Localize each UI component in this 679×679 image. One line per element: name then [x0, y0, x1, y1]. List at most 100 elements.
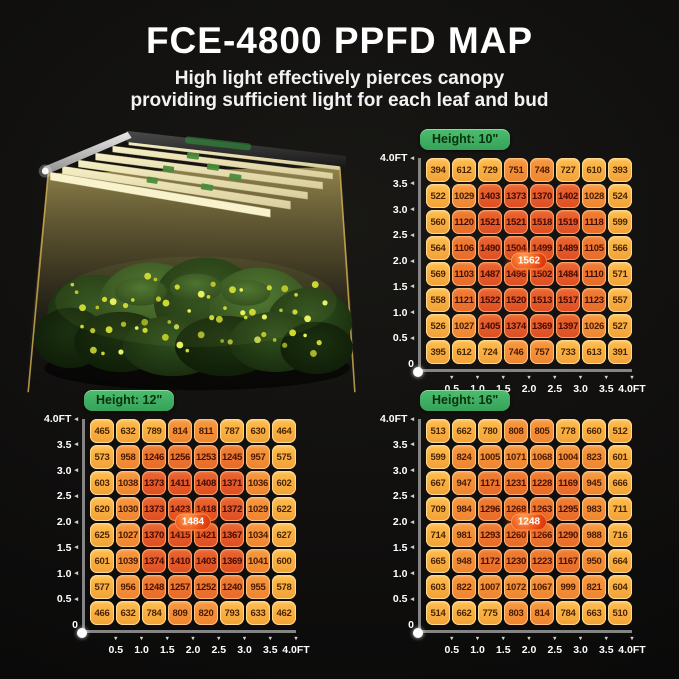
y-axis-label: 3.5 ◂: [56, 438, 78, 451]
ppfd-cell: 955: [246, 575, 270, 599]
x-axis-label: ▾ 2.5: [211, 636, 227, 656]
ppfd-chart-height-16: Height: 16" 4.0FT ◂ 3.5 ◂ 3.0 ◂ 2.5 ◂ 2.0 ◂ 1.5 ◂ 1.…: [372, 390, 677, 659]
ppfd-cell: 1121: [452, 288, 476, 312]
x-axis-label: ▾ 1.5: [495, 375, 511, 395]
subtitle-line2: providing sufficient light for each leaf…: [130, 90, 549, 112]
ppfd-cell: 1036: [246, 471, 270, 495]
ppfd-cell: 984: [452, 497, 476, 521]
ppfd-cell: 560: [426, 210, 450, 234]
ppfd-cell: 820: [194, 601, 218, 625]
ppfd-cell: 632: [116, 601, 140, 625]
y-axis-label: 2.0 ◂: [56, 516, 78, 528]
x-axis-label: ▾ 4.0FT: [618, 375, 646, 395]
ppfd-cell: 784: [556, 601, 580, 625]
ppfd-cell: 569: [426, 262, 450, 286]
ppfd-cell: 566: [608, 236, 632, 260]
y-axis-label: 4.0FT ◂: [380, 152, 414, 164]
ppfd-cell: 709: [426, 497, 450, 521]
y-axis-label: 0.5 ◂: [392, 332, 414, 345]
ppfd-cell: 1410: [168, 549, 192, 573]
ppfd-cell: 391: [608, 340, 632, 364]
ppfd-cell: 601: [608, 445, 632, 469]
axis-origin-dot: [413, 628, 423, 638]
ppfd-cell: 1034: [246, 523, 270, 547]
ppfd-cell: 784: [142, 601, 166, 625]
ppfd-cell: 577: [90, 575, 114, 599]
ppfd-cell: 947: [452, 471, 476, 495]
y-axis: 4.0FT ◂ 3.5 ◂ 3.0 ◂ 2.5 ◂ 2.0 ◂ 1.5 ◂ 1.0 ◂ 0.5 ◂ 0: [36, 413, 82, 631]
ppfd-cell: 612: [452, 340, 476, 364]
ppfd-cell: 1521: [478, 210, 502, 234]
y-axis-label: 0: [408, 619, 414, 631]
ppfd-cell: 514: [426, 601, 450, 625]
y-axis-label: 1.0 ◂: [392, 306, 414, 319]
ppfd-cell: 630: [246, 419, 270, 443]
ppfd-cell: 564: [426, 236, 450, 260]
ppfd-cell: 1367: [220, 523, 244, 547]
y-axis-label: 0.5 ◂: [56, 593, 78, 606]
ppfd-cell: 805: [530, 419, 554, 443]
ppfd-cell: 627: [272, 523, 296, 547]
y-axis-label: 1.5 ◂: [392, 541, 414, 554]
ppfd-cell: 787: [220, 419, 244, 443]
ppfd-cell: 1373: [504, 184, 528, 208]
ppfd-cell: 1372: [220, 497, 244, 521]
ppfd-cell: 1403: [194, 549, 218, 573]
x-axis-label: ▾ 2.5: [547, 636, 563, 656]
peak-value-badge: 1562: [510, 252, 548, 270]
heatmap-grid: 465 632 789 814 811 787 630 464 573 958 1246 1256 12…: [77, 419, 296, 638]
ppfd-cell: 571: [608, 262, 632, 286]
y-axis-label: 0: [408, 358, 414, 370]
ppfd-cell: 558: [426, 288, 450, 312]
ppfd-cell: 1403: [478, 184, 502, 208]
ppfd-cell: 666: [608, 471, 632, 495]
y-axis-label: 2.5 ◂: [56, 490, 78, 503]
y-axis-label: 3.0 ◂: [56, 464, 78, 477]
ppfd-cell: 662: [452, 419, 476, 443]
ppfd-cell: 1518: [530, 210, 554, 234]
ppfd-chart-height-12: Height: 12" 4.0FT ◂ 3.5 ◂ 3.0 ◂ 2.5 ◂ 2.0 ◂ 1.5 ◂ 1.…: [36, 390, 341, 659]
ppfd-cell: 733: [556, 340, 580, 364]
ppfd-cell: 1041: [246, 549, 270, 573]
y-axis: 4.0FT ◂ 3.5 ◂ 3.0 ◂ 2.5 ◂ 2.0 ◂ 1.5 ◂ 1.0 ◂ 0.5 ◂ 0: [372, 413, 418, 631]
plot-area: 4.0FT ◂ 3.5 ◂ 3.0 ◂ 2.5 ◂ 2.0 ◂ 1.5 ◂ 1.0 ◂ 0.5 ◂ 0 394 6…: [372, 152, 677, 377]
ppfd-cell: 599: [426, 445, 450, 469]
x-axis-label: ▾ 4.0FT: [282, 636, 310, 656]
ppfd-cell: 1120: [452, 210, 476, 234]
ppfd-cell: 524: [608, 184, 632, 208]
ppfd-cell: 662: [452, 601, 476, 625]
ppfd-cell: 1522: [478, 288, 502, 312]
ppfd-cell: 778: [556, 419, 580, 443]
ppfd-cell: 557: [608, 288, 632, 312]
ppfd-cell: 610: [582, 158, 606, 182]
ppfd-cell: 950: [582, 549, 606, 573]
y-axis-label: 2.0 ◂: [392, 255, 414, 267]
ppfd-cell: 512: [608, 419, 632, 443]
x-axis-label: ▾ 3.0: [573, 375, 588, 395]
ppfd-cell: 394: [426, 158, 450, 182]
x-axis-label: ▾ 3.5: [598, 375, 614, 395]
ppfd-cell: 1257: [168, 575, 192, 599]
ppfd-cell: 604: [608, 575, 632, 599]
ppfd-cell: 625: [90, 523, 114, 547]
y-axis-label: 0.5 ◂: [392, 593, 414, 606]
x-axis-label: ▾ 3.5: [262, 636, 278, 656]
ppfd-cell: 1105: [582, 236, 606, 260]
ppfd-cell: 757: [530, 340, 554, 364]
ppfd-cell: 667: [426, 471, 450, 495]
ppfd-cell: 1489: [556, 236, 580, 260]
ppfd-cell: 1027: [452, 314, 476, 338]
ppfd-cell: 824: [452, 445, 476, 469]
heatmap-grid: 513 662 780 808 805 778 660 512 599 824 1005 1071 10…: [413, 419, 632, 638]
ppfd-cell: 716: [608, 523, 632, 547]
ppfd-cell: 775: [478, 601, 502, 625]
plot-area: 4.0FT ◂ 3.5 ◂ 3.0 ◂ 2.5 ◂ 2.0 ◂ 1.5 ◂ 1.0 ◂ 0.5 ◂ 0 513 6…: [372, 413, 677, 638]
yellow-buds: [70, 272, 328, 357]
peak-value-badge: 1248: [510, 513, 548, 531]
y-axis-label: 2.5 ◂: [392, 490, 414, 503]
ppfd-cell: 1067: [530, 575, 554, 599]
ppfd-cell: 983: [582, 497, 606, 521]
ppfd-cell: 1487: [478, 262, 502, 286]
ppfd-cell: 1223: [530, 549, 554, 573]
y-axis-label: 4.0FT ◂: [380, 413, 414, 425]
